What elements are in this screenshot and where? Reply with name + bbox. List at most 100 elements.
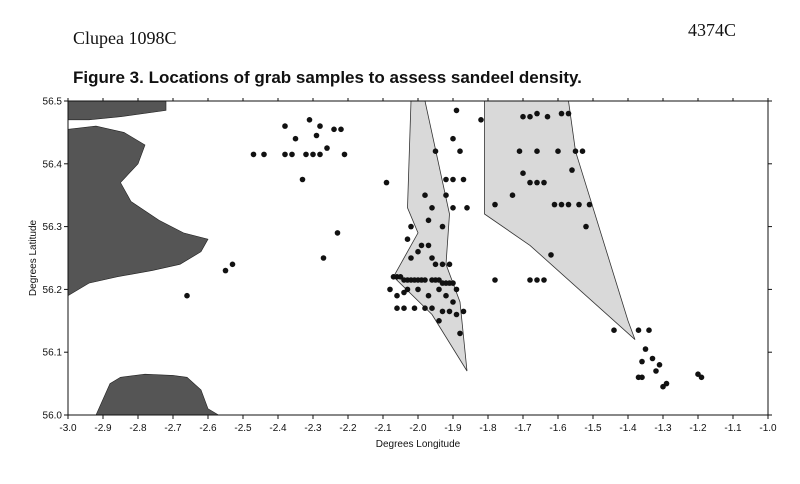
- sample-point: [450, 299, 456, 305]
- land-layer: [68, 101, 220, 415]
- sample-point: [555, 148, 561, 154]
- sample-point: [303, 151, 309, 158]
- sample-point: [492, 201, 498, 208]
- sample-point: [443, 176, 449, 183]
- sample-point: [635, 327, 642, 334]
- sample-point: [656, 362, 663, 368]
- sample-point: [446, 261, 453, 268]
- sample-point: [639, 374, 645, 381]
- sample-point: [527, 277, 533, 283]
- y-tick-label: 56.4: [43, 159, 63, 170]
- sample-point: [611, 327, 617, 334]
- sample-point: [250, 151, 257, 158]
- sample-point: [425, 217, 432, 224]
- x-tick-label: -1.5: [584, 423, 602, 434]
- sample-point: [310, 151, 316, 158]
- sample-point: [394, 305, 400, 312]
- sample-point: [338, 126, 344, 133]
- sample-point: [527, 179, 533, 186]
- x-tick-label: -1.9: [444, 423, 462, 434]
- sample-point: [408, 223, 414, 230]
- sample-point: [457, 330, 463, 337]
- sample-point: [401, 305, 407, 312]
- sample-point: [408, 255, 414, 261]
- document-header-left: Clupea 1098C: [73, 28, 177, 48]
- sample-point: [516, 148, 523, 154]
- sample-point: [583, 223, 589, 230]
- sample-point: [460, 176, 467, 183]
- sample-point: [341, 151, 348, 158]
- sample-point-layer: [184, 107, 705, 390]
- sample-point: [313, 132, 320, 139]
- sample-point: [534, 148, 540, 154]
- sample-point: [569, 167, 575, 173]
- x-tick-label: -2.1: [374, 423, 392, 434]
- sample-point: [422, 277, 428, 283]
- sample-point: [425, 242, 432, 249]
- sample-point: [404, 236, 411, 242]
- sample-point: [415, 286, 421, 293]
- survey-polygon-1: [393, 101, 468, 372]
- sample-point: [429, 305, 435, 312]
- x-tick-label: -2.6: [199, 423, 217, 434]
- x-tick-label: -1.0: [759, 423, 777, 434]
- x-axis-ticks: -3.0 -2.9 -2.8 -2.7 -2.6 -2.5 -2.4 -2.3 -2.2 -2.1…: [59, 98, 777, 434]
- sample-point: [534, 179, 540, 186]
- sample-point: [415, 248, 421, 255]
- x-tick-label: -2.2: [339, 423, 357, 434]
- sample-point: [464, 205, 470, 211]
- plot-area: [68, 101, 705, 415]
- sample-point: [457, 148, 463, 154]
- sample-point: [418, 242, 425, 249]
- x-tick-label: -2.9: [94, 423, 112, 434]
- y-axis-title: Degrees Latitude: [28, 219, 39, 296]
- sample-point: [436, 318, 442, 324]
- sample-point: [450, 205, 456, 211]
- sample-point: [450, 135, 456, 142]
- sample-point: [492, 277, 498, 283]
- sample-point: [453, 107, 460, 114]
- sample-point: [383, 179, 390, 186]
- sample-point: [422, 305, 428, 312]
- sample-point: [586, 201, 593, 208]
- x-axis-title: Degrees Longitude: [376, 439, 461, 450]
- sample-point: [534, 110, 540, 117]
- sample-point: [478, 117, 484, 123]
- sample-point: [317, 151, 323, 158]
- sample-point: [436, 286, 442, 293]
- x-tick-label: -2.3: [304, 423, 322, 434]
- sample-point: [527, 113, 533, 120]
- x-tick-label: -2.7: [164, 423, 182, 434]
- document-header-right: 4374C: [688, 20, 737, 40]
- sample-point: [282, 151, 288, 158]
- y-tick-label: 56.1: [43, 348, 63, 359]
- sample-point: [548, 252, 554, 258]
- x-tick-label: -1.1: [724, 423, 742, 434]
- sample-point: [698, 374, 705, 381]
- sample-point: [558, 201, 565, 208]
- sample-point: [534, 277, 540, 283]
- x-tick-label: -1.2: [689, 423, 707, 434]
- sample-point: [432, 148, 439, 154]
- sample-point: [334, 230, 341, 236]
- y-tick-label: 56.3: [43, 222, 63, 233]
- sample-point: [579, 148, 586, 154]
- x-tick-label: -2.8: [129, 423, 147, 434]
- sample-point: [576, 201, 582, 208]
- sample-point: [411, 305, 418, 312]
- sample-point: [387, 286, 393, 293]
- x-tick-label: -1.8: [479, 423, 497, 434]
- survey-polygon-2: [484, 101, 636, 340]
- x-tick-label: -2.0: [409, 423, 427, 434]
- sample-point: [299, 176, 306, 183]
- sample-point: [184, 292, 190, 299]
- sample-point: [306, 117, 313, 123]
- x-tick-label: -1.4: [619, 423, 637, 434]
- landmass-2: [68, 125, 209, 297]
- sample-point: [429, 255, 435, 261]
- sample-point: [544, 113, 551, 120]
- sample-point: [558, 110, 565, 117]
- sample-point: [439, 308, 446, 315]
- sample-point: [443, 192, 449, 198]
